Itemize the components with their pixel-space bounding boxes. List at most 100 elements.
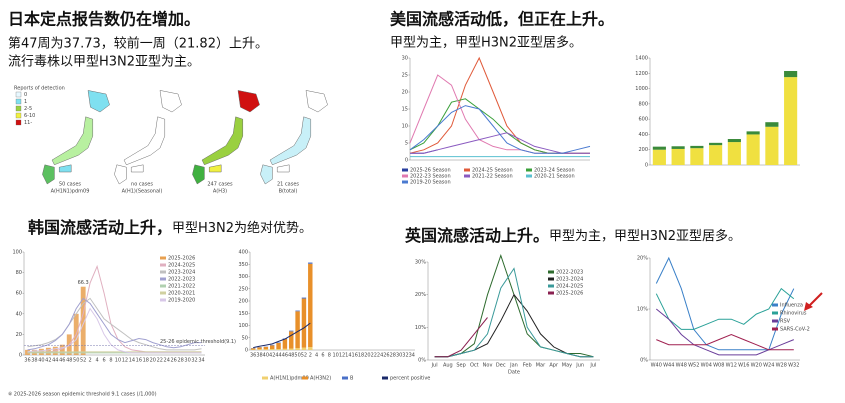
x-axis-label: Date [508,370,520,376]
japan-line: 第47周为37.73，较前一周（21.82）上升。 [8,36,268,52]
x-tick-label: 16 [136,358,142,364]
bar [80,286,86,355]
map-strain: A(H1)(Seasonal) [122,189,163,195]
legend-swatch [548,277,554,281]
x-tick-label: 44 [275,353,281,359]
legend-label: 2019-20 Season [410,180,451,186]
y-tick-label: 1000 [635,86,648,92]
prefecture [159,90,182,113]
x-tick-label: 30 [396,353,402,359]
y-tick-label: 20 [402,90,408,96]
japan-map [260,90,328,185]
x-tick-label: 10 [115,358,121,364]
y-tick-label: 1200 [635,71,648,77]
uk-heading: 英国流感活动上升。甲型为主，甲型H3N2亚型居多。 [404,226,741,245]
bar [652,149,666,165]
y-tick-label: 1400 [635,56,648,62]
series-line [409,56,590,154]
y-tick-label: 10% [415,325,426,331]
x-tick-label: 30 [184,358,190,364]
x-tick-label: 18 [143,358,149,364]
legend-label: A(H3N2) [310,376,331,382]
bar [276,349,281,350]
prefecture [201,116,244,166]
bar [257,347,262,350]
map-cases: 50 cases [59,182,81,188]
legend-label: 6-10 [24,113,35,119]
legend-label: 2023-2024 [168,270,195,276]
bar [308,262,313,264]
korea-title: 韩国流感活动上升， [28,218,172,237]
legend-swatch [15,98,22,105]
bar [308,263,313,348]
legend-swatch [402,174,408,178]
y-tick-label: 200 [638,147,648,153]
x-tick-label: 46 [282,353,288,359]
y-tick-label: 0 [405,158,408,164]
map-cases: 21 cases [277,182,299,188]
legend-swatch [382,376,388,380]
legend-swatch [160,256,166,260]
us-subtitle: 甲型为主，甲型H3N2亚型居多。 [390,35,582,51]
bar [746,134,760,165]
x-tick-label: 24 [377,353,383,359]
y-tick-label: 200 [238,299,248,305]
bar [301,297,307,299]
x-tick-label: 48 [66,358,72,364]
x-tick-label: W24 [763,363,774,369]
arrow-head [804,302,813,311]
x-tick-label: 50 [73,358,79,364]
bar [784,77,798,165]
legend-label: Rhinovirus [780,311,807,317]
x-tick-label: 18 [358,353,364,359]
uk-title: 英国流感活动上升。 [404,226,549,245]
x-tick-label: 32 [402,353,408,359]
x-tick-label: 6 [102,358,105,364]
map-cases: 247 cases [207,182,233,188]
bar [250,348,256,350]
legend-swatch [15,91,22,98]
prefecture [58,164,72,173]
japan-map [114,90,182,185]
prefecture [260,164,273,185]
map-strain: B(total) [279,189,298,195]
bar [289,331,294,349]
x-tick-label: Mar [536,363,546,369]
x-tick-label: W40 [651,363,662,369]
prefecture [269,116,312,166]
bar [295,311,300,349]
x-tick-label: W12 [726,363,737,369]
bar [25,349,30,355]
legend-swatch [342,376,348,380]
y-tick-label: 0 [245,348,248,354]
bar [257,349,262,350]
legend-label: 2025-2026 [168,256,195,262]
x-tick-label: 40 [263,353,269,359]
x-tick-label: Jan [509,363,518,369]
x-tick-label: 32 [191,358,197,364]
x-tick-label: W44 [663,363,674,369]
x-tick-label: 42 [45,358,51,364]
x-tick-label: W20 [751,363,762,369]
uk-subtitle: 甲型为主，甲型H3N2亚型居多。 [549,228,741,244]
series-line [434,317,488,358]
bar [709,142,723,146]
legend-label: 0 [24,92,27,98]
y-tick-label: 25 [402,73,408,79]
x-tick-label: Jul [431,363,438,369]
legend-label: 2024-25 Season [472,168,513,174]
bar [282,348,288,350]
series-line [655,256,795,351]
japan-line: 流行毒株以甲型H3N2亚型为主。 [8,55,200,70]
x-tick-label: W28 [776,363,787,369]
x-tick-label: Oct [470,363,479,369]
legend-swatch [160,277,166,281]
y-tick-label: 0% [640,358,648,364]
x-tick-label: Apr [549,363,559,369]
x-tick-label: 10 [332,353,338,359]
y-tick-label: 150 [238,311,248,317]
x-tick-label: 28 [390,353,396,359]
map-strain: A(H3) [213,189,227,195]
bar [301,347,307,350]
y-tick-label: 0 [19,353,22,359]
